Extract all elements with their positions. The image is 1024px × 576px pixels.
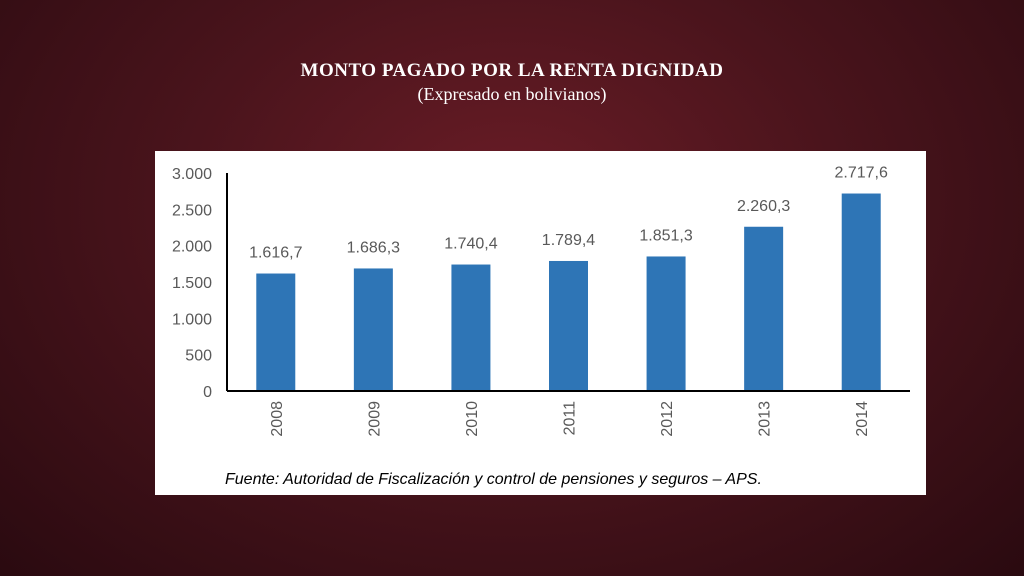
x-tick-label: 2011 (562, 401, 579, 436)
slide-subtitle: (Expresado en bolivianos) (417, 84, 607, 104)
y-tick-label: 2.500 (172, 202, 212, 219)
y-tick-label: 1.000 (172, 311, 212, 328)
data-label: 1.740,4 (444, 236, 497, 253)
bar (353, 268, 393, 391)
y-tick-label: 3.000 (172, 166, 212, 183)
y-tick-label: 2.000 (172, 239, 212, 256)
x-tick-label: 2013 (757, 401, 774, 437)
data-label: 1.686,3 (347, 239, 400, 256)
y-tick-label: 1.500 (172, 275, 212, 292)
bar (646, 256, 686, 391)
data-label: 1.851,3 (639, 227, 692, 244)
slide-title: MONTO PAGADO POR LA RENTA DIGNIDAD (300, 60, 724, 81)
data-label: 2.717,6 (835, 165, 888, 182)
bar-chart: 0 500 1.000 1.500 2.000 2.500 3.000 1.616,7 2008… (172, 165, 910, 437)
bar (841, 193, 881, 391)
x-tick-label: 2008 (269, 401, 286, 437)
source-note: Fuente: Autoridad de Fiscalización y con… (225, 471, 762, 488)
x-tick-label: 2014 (854, 401, 871, 437)
bar (256, 273, 296, 391)
data-label: 2.260,3 (737, 198, 790, 215)
bar (549, 260, 588, 391)
bar (451, 264, 491, 391)
x-tick-label: 2010 (464, 401, 481, 437)
data-label: 1.616,7 (249, 245, 302, 262)
y-tick-label: 0 (203, 384, 212, 401)
chart-panel: 0 500 1.000 1.500 2.000 2.500 3.000 1.616,7 2008… (155, 151, 926, 495)
data-label: 1.789,4 (542, 232, 595, 249)
y-tick-label: 500 (185, 348, 212, 365)
bar (744, 226, 784, 391)
x-tick-label: 2012 (659, 401, 676, 437)
x-tick-label: 2009 (366, 401, 383, 437)
